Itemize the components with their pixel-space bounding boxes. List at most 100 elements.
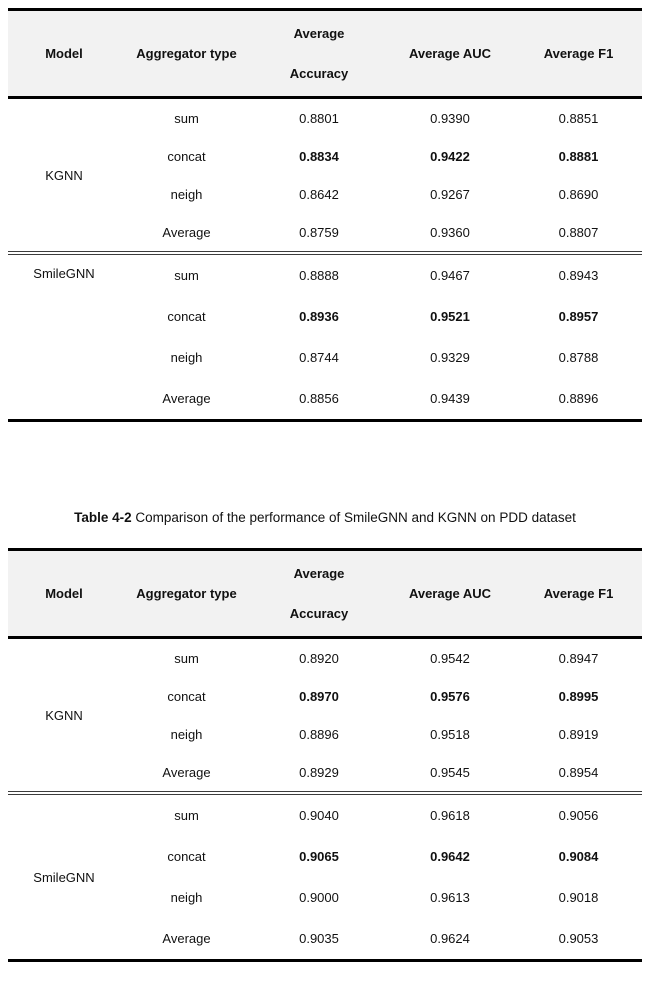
model-label-smilegnn: SmileGNN [8,791,120,961]
cell-accuracy: 0.8834 [299,148,339,164]
col-header-accuracy: Average Accuracy [253,549,385,639]
header-row: Model Aggregator type Average Accuracy A… [8,9,642,99]
cell-accuracy: 0.8759 [299,224,339,240]
cell-f1: 0.8919 [558,726,599,742]
cell-auc: 0.9329 [430,350,470,365]
cell-aggregator: concat [167,148,206,164]
cell-auc: 0.9542 [430,650,470,666]
col-header-accuracy-line1: Average [293,565,345,581]
cell-aggregator: Average [162,931,211,946]
cell-accuracy: 0.8744 [299,350,339,365]
cell-auc: 0.9576 [430,688,470,704]
table-row: KGNN sum 0.8920 0.9542 0.8947 [8,638,642,723]
col-header-accuracy-line2: Accuracy [289,65,349,81]
caption-label: Table 4-2 [74,510,132,525]
table-row: Average 0.8929 0.9545 0.8954 [8,753,642,793]
results-table-2: Model Aggregator type Average Accuracy A… [8,548,642,962]
col-header-auc: Average AUC [385,549,515,639]
cell-f1: 0.9053 [558,931,599,946]
table-row: SmileGNN sum 0.8888 0.9467 0.8943 [8,251,642,421]
cell-accuracy: 0.9040 [253,791,385,836]
col-header-accuracy: Average Accuracy [253,9,385,99]
cell-auc: 0.9545 [430,764,470,780]
table-row: Average 0.8759 0.9360 0.8807 [8,213,642,253]
cell-aggregator: sum [120,251,253,296]
cell-aggregator: neigh [170,726,203,742]
cell-accuracy: 0.8970 [299,688,339,704]
cell-auc: 0.9521 [430,309,470,324]
cell-accuracy: 0.9035 [299,931,339,946]
cell-aggregator: Average [162,391,211,406]
col-header-model: Model [8,549,120,639]
col-header-aggregator: Aggregator type [120,549,253,639]
cell-aggregator: concat [167,688,206,704]
cell-f1: 0.8947 [558,650,599,666]
cell-auc: 0.9624 [430,931,470,946]
table-row: KGNN sum 0.8801 0.9390 0.8851 [8,98,642,183]
cell-aggregator: sum [174,110,199,126]
cell-accuracy: 0.8896 [299,726,339,742]
table-row: concat 0.9065 0.9642 0.9084 [8,836,642,877]
cell-auc: 0.9518 [430,726,470,742]
caption-text: Comparison of the performance of SmileGN… [131,510,576,525]
model-label-kgnn: KGNN [45,167,83,183]
col-header-model: Model [8,9,120,99]
cell-f1: 0.8995 [558,688,599,704]
cell-f1: 0.8954 [558,764,599,780]
cell-aggregator: sum [120,791,253,836]
cell-accuracy: 0.8856 [299,391,339,406]
table-row: concat 0.8936 0.9521 0.8957 [8,296,642,337]
model-label-smilegnn: SmileGNN [8,251,120,421]
col-header-f1: Average F1 [515,549,642,639]
table-row: Average 0.9035 0.9624 0.9053 [8,918,642,961]
table-1-header: Model Aggregator type Average Accuracy A… [8,9,642,99]
col-header-accuracy-line2: Accuracy [289,605,349,621]
col-header-aggregator: Aggregator type [120,9,253,99]
col-header-auc: Average AUC [385,9,515,99]
cell-accuracy: 0.8642 [299,186,339,202]
table-2-header: Model Aggregator type Average Accuracy A… [8,549,642,639]
table-row: Average 0.8856 0.9439 0.8896 [8,378,642,421]
cell-auc: 0.9618 [385,791,515,836]
table-row: neigh 0.8642 0.9267 0.8690 [8,175,642,213]
cell-auc: 0.9422 [430,148,470,164]
model-label-kgnn: KGNN [45,707,83,723]
header-row: Model Aggregator type Average Accuracy A… [8,549,642,639]
cell-aggregator: neigh [170,890,203,905]
cell-auc: 0.9613 [430,890,470,905]
cell-f1: 0.8851 [558,110,599,126]
cell-aggregator: concat [167,309,206,324]
cell-auc: 0.9360 [430,224,470,240]
cell-accuracy: 0.8888 [253,251,385,296]
cell-f1: 0.8943 [515,251,642,296]
cell-f1: 0.8807 [558,224,599,240]
cell-f1: 0.8690 [558,186,599,202]
cell-auc: 0.9642 [430,849,470,864]
table-row: concat 0.8834 0.9422 0.8881 [8,137,642,175]
table-row: neigh 0.8896 0.9518 0.8919 [8,715,642,753]
table-row: neigh 0.8744 0.9329 0.8788 [8,337,642,378]
cell-f1: 0.9018 [558,890,599,905]
page: Model Aggregator type Average Accuracy A… [8,8,642,962]
results-table-1: Model Aggregator type Average Accuracy A… [8,8,642,422]
cell-aggregator: concat [167,849,206,864]
cell-accuracy: 0.8801 [299,110,339,126]
cell-f1: 0.8788 [558,350,599,365]
cell-accuracy: 0.9065 [299,849,339,864]
table-1-body: KGNN sum 0.8801 0.9390 0.8851 concat 0.8… [8,98,642,421]
cell-f1: 0.8957 [558,309,599,324]
cell-accuracy: 0.8936 [299,309,339,324]
cell-aggregator: neigh [170,186,203,202]
cell-f1: 0.8881 [558,148,599,164]
cell-auc: 0.9439 [430,391,470,406]
cell-aggregator: neigh [170,350,203,365]
table-row: neigh 0.9000 0.9613 0.9018 [8,877,642,918]
table-row: concat 0.8970 0.9576 0.8995 [8,677,642,715]
table-2-body: KGNN sum 0.8920 0.9542 0.8947 concat 0.8… [8,638,642,961]
cell-accuracy: 0.9000 [299,890,339,905]
cell-accuracy: 0.8929 [299,764,339,780]
table-caption: Table 4-2 Comparison of the performance … [8,510,642,525]
cell-auc: 0.9390 [430,110,470,126]
cell-aggregator: sum [174,650,199,666]
table-row: SmileGNN sum 0.9040 0.9618 0.9056 [8,791,642,961]
